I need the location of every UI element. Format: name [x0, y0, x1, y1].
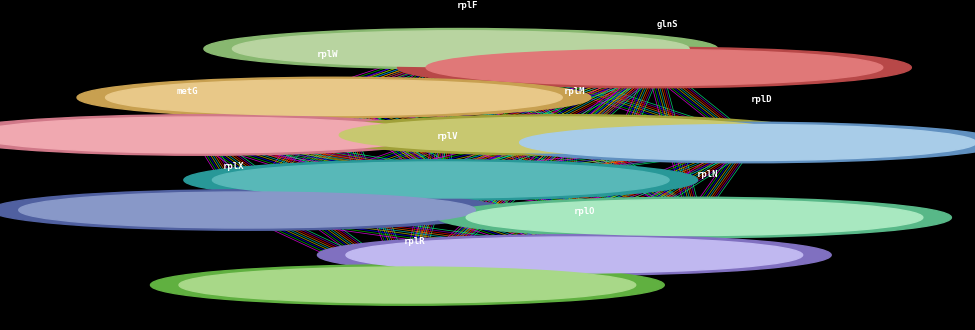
Ellipse shape [426, 50, 882, 85]
Text: rplR: rplR [404, 237, 425, 247]
Text: rplX: rplX [223, 162, 245, 171]
Ellipse shape [346, 237, 802, 273]
Ellipse shape [19, 192, 476, 228]
Ellipse shape [318, 235, 832, 275]
Ellipse shape [179, 267, 636, 303]
Ellipse shape [204, 28, 718, 69]
Text: rplF: rplF [456, 1, 478, 10]
Text: rplD: rplD [751, 95, 772, 104]
Ellipse shape [398, 47, 912, 88]
Ellipse shape [184, 160, 698, 200]
Ellipse shape [311, 115, 825, 155]
Ellipse shape [213, 162, 669, 198]
Ellipse shape [105, 80, 563, 116]
Ellipse shape [438, 197, 952, 238]
Text: rplM: rplM [564, 87, 585, 96]
Ellipse shape [77, 77, 591, 118]
Text: rplW: rplW [317, 50, 338, 59]
Ellipse shape [0, 117, 429, 153]
Ellipse shape [0, 190, 504, 230]
Ellipse shape [466, 200, 923, 236]
Text: rplO: rplO [574, 207, 596, 216]
Ellipse shape [520, 124, 975, 160]
Ellipse shape [232, 31, 689, 67]
Ellipse shape [0, 115, 457, 155]
Text: rplN: rplN [697, 170, 719, 179]
Ellipse shape [150, 265, 664, 305]
Text: rplV: rplV [437, 132, 458, 141]
Text: metG: metG [176, 87, 198, 96]
Text: glnS: glnS [657, 20, 679, 29]
Ellipse shape [491, 122, 975, 163]
Ellipse shape [339, 117, 796, 153]
